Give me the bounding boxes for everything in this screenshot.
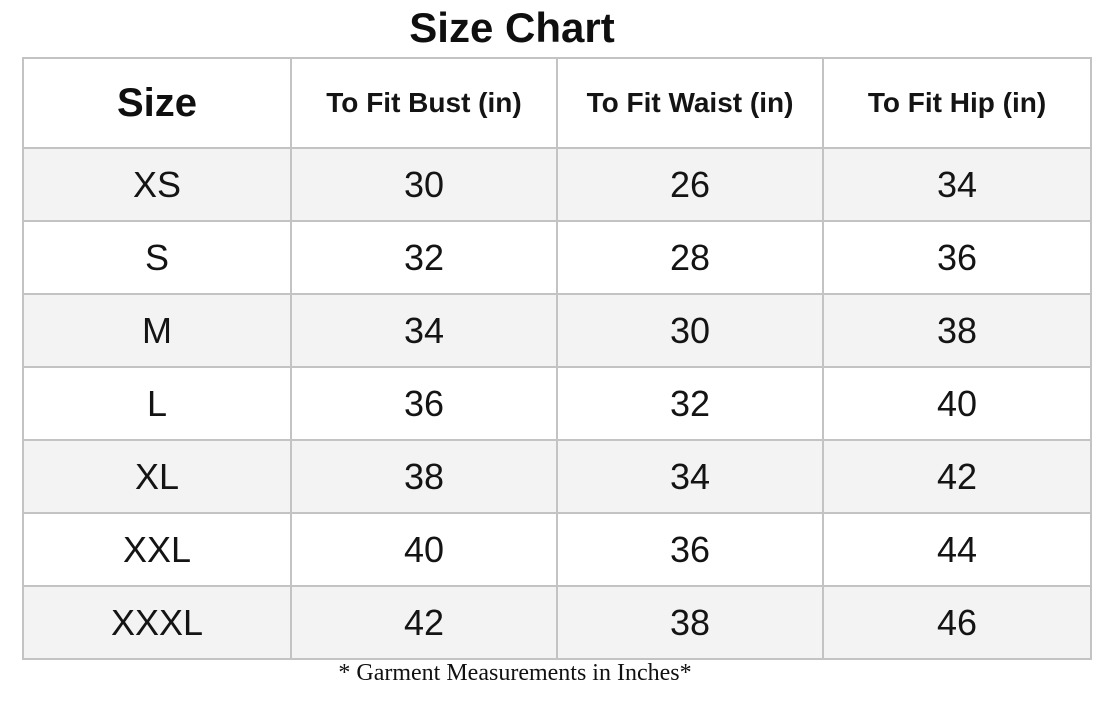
cell-bust: 42 [290,585,558,660]
cell-hip: 34 [822,147,1092,222]
cell-size: XS [22,147,292,222]
size-chart-table: Size To Fit Bust (in) To Fit Waist (in) … [22,57,1092,660]
cell-bust: 32 [290,220,558,295]
cell-hip: 36 [822,220,1092,295]
cell-hip: 46 [822,585,1092,660]
garment-measurements-footnote: * Garment Measurements in Inches* [338,660,692,686]
cell-waist: 26 [556,147,824,222]
cell-waist: 30 [556,293,824,368]
cell-size: M [22,293,292,368]
cell-bust: 40 [290,512,558,587]
cell-bust: 38 [290,439,558,514]
size-row-xxl: XXL 40 36 44 [22,512,1092,587]
cell-size: L [22,366,292,441]
page-title: Size Chart [409,4,615,51]
cell-hip: 42 [822,439,1092,514]
size-row-l: L 36 32 40 [22,366,1092,441]
cell-waist: 28 [556,220,824,295]
cell-hip: 38 [822,293,1092,368]
size-row-s: S 32 28 36 [22,220,1092,295]
cell-bust: 34 [290,293,558,368]
cell-waist: 38 [556,585,824,660]
cell-size: XXL [22,512,292,587]
cell-size: XXXL [22,585,292,660]
cell-hip: 44 [822,512,1092,587]
column-header-waist: To Fit Waist (in) [556,57,824,149]
cell-size: XL [22,439,292,514]
size-row-xl: XL 38 34 42 [22,439,1092,514]
column-header-size: Size [22,57,292,149]
header-row: Size To Fit Bust (in) To Fit Waist (in) … [22,57,1092,149]
size-row-xxxl: XXXL 42 38 46 [22,585,1092,660]
column-header-hip: To Fit Hip (in) [822,57,1092,149]
size-row-m: M 34 30 38 [22,293,1092,368]
cell-size: S [22,220,292,295]
column-header-bust: To Fit Bust (in) [290,57,558,149]
cell-waist: 32 [556,366,824,441]
cell-bust: 36 [290,366,558,441]
cell-waist: 36 [556,512,824,587]
size-row-xs: XS 30 26 34 [22,147,1092,222]
cell-waist: 34 [556,439,824,514]
cell-hip: 40 [822,366,1092,441]
cell-bust: 30 [290,147,558,222]
